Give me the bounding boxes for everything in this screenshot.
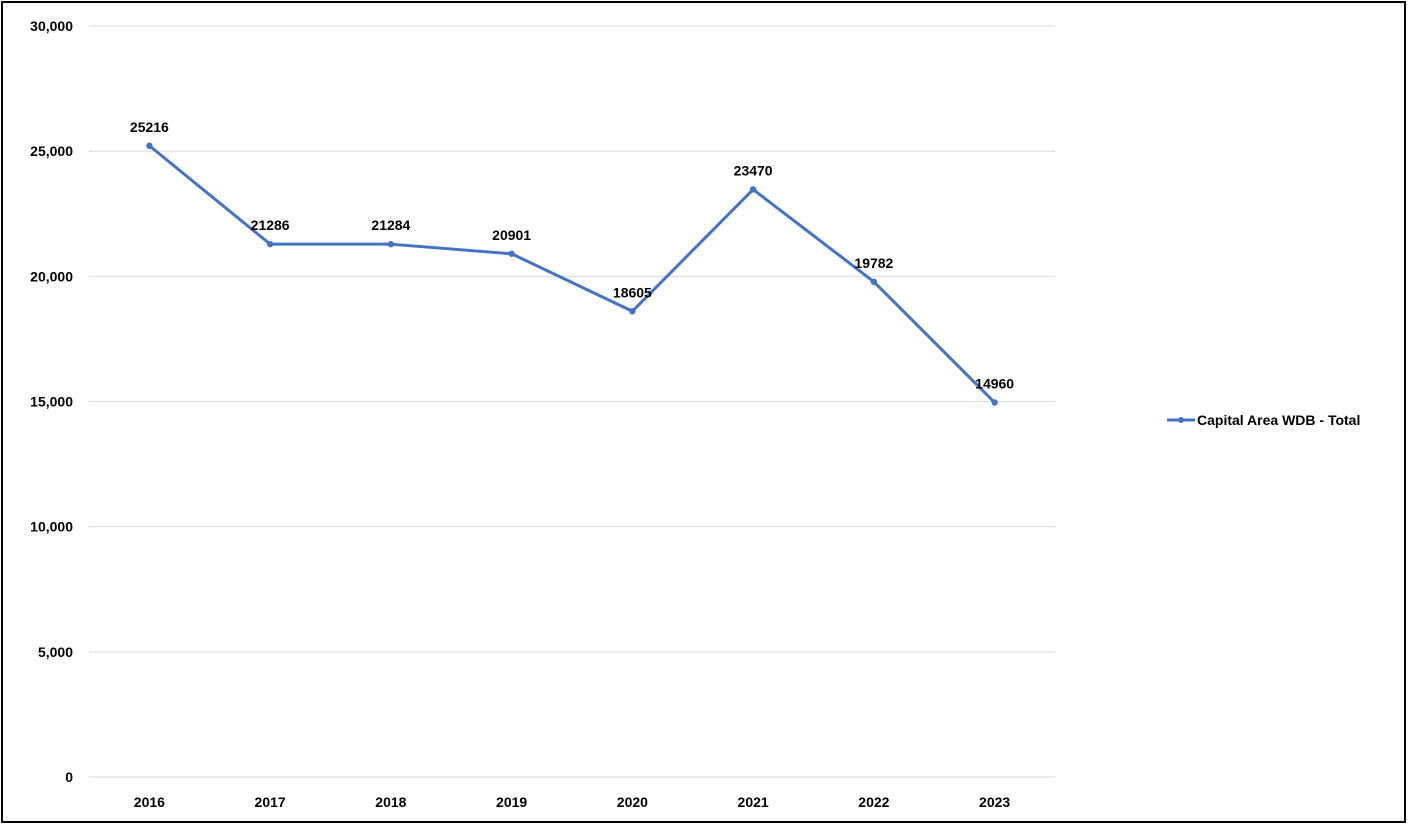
x-tick-label: 2022 [858,794,889,810]
data-label: 21284 [371,217,410,233]
data-labels: 25216 21286 21284 20901 18605 23470 19782 14960 [130,119,1014,392]
x-tick-label: 2016 [134,794,165,810]
data-point [266,240,274,248]
y-tick-label: 0 [65,769,73,785]
legend-point-marker [1178,417,1184,423]
data-label: 20901 [492,227,531,243]
x-tick-label: 2020 [617,794,648,810]
data-label: 18605 [613,284,652,300]
y-axis: 0 5,000 10,000 15,000 20,000 25,000 30,000 [30,18,73,785]
y-tick-label: 15,000 [30,394,73,410]
data-point [870,278,878,285]
data-point [508,250,515,257]
y-tick-label: 5,000 [38,644,73,660]
x-tick-label: 2019 [496,794,527,810]
y-tick-label: 10,000 [30,519,73,535]
data-label: 19782 [854,255,893,271]
x-axis: 2016 2017 2018 2019 2020 2021 2022 2023 [134,794,1011,810]
series-line [147,144,997,405]
x-tick-label: 2023 [979,794,1010,810]
data-label: 21286 [251,217,290,233]
data-point [146,142,153,149]
x-tick-label: 2018 [375,794,406,810]
data-point [749,186,757,193]
data-point [629,308,636,315]
y-tick-label: 30,000 [30,18,73,34]
line-chart: 0 5,000 10,000 15,000 20,000 25,000 30,000 201… [30,18,1360,810]
legend: Capital Area WDB - Total [1167,412,1360,428]
series-capital-area-wdb-total [146,142,998,406]
x-tick-label: 2021 [738,794,769,810]
y-tick-label: 25,000 [30,143,73,159]
data-point [387,240,395,248]
data-label: 14960 [975,376,1014,392]
legend-label: Capital Area WDB - Total [1197,412,1360,428]
data-point [991,399,998,406]
data-label: 23470 [734,162,773,178]
gridlines [89,25,1055,778]
x-tick-label: 2017 [255,794,286,810]
data-label: 25216 [130,119,169,135]
y-tick-label: 20,000 [30,268,73,284]
